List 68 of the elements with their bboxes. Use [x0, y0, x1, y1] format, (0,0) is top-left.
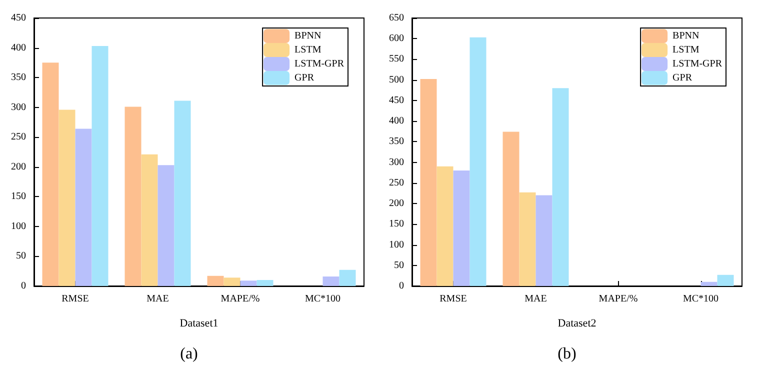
bar: [92, 46, 108, 286]
y-tick-label: 150: [389, 218, 404, 230]
y-tick-label: 0: [399, 280, 404, 292]
y-tick-label: 400: [11, 42, 26, 54]
y-tick-label: 400: [389, 116, 404, 127]
legend-label: BPNN: [672, 30, 700, 42]
bar: [322, 276, 340, 286]
bar: [141, 154, 158, 286]
x-axis-title: Dataset2: [558, 318, 596, 330]
bar: [42, 62, 59, 286]
bar: [224, 278, 240, 286]
x-tick-label: RMSE: [62, 294, 89, 304]
x-tick-label: MC*100: [304, 294, 341, 304]
legend-label: LSTM-GPR: [294, 58, 344, 70]
y-tick-label: 650: [389, 12, 404, 24]
bar: [207, 276, 224, 286]
bar: [552, 88, 569, 286]
x-tick-label: MAPE/%: [220, 294, 260, 304]
x-tick-label: MC*100: [682, 294, 719, 304]
x-tick-label: MAPE/%: [598, 294, 638, 304]
y-tick-label: 450: [11, 12, 26, 24]
bar: [700, 282, 718, 286]
bar: [124, 106, 142, 286]
bar: [174, 100, 191, 286]
legend-label: GPR: [294, 72, 314, 84]
bar: [420, 79, 437, 286]
text: (a): [180, 346, 198, 362]
x-tick-label: MAE: [524, 294, 547, 304]
y-tick-label: 300: [389, 156, 404, 168]
y-tick-label: 250: [11, 132, 26, 143]
legend-label: LSTM: [672, 44, 700, 56]
x-tick-label: MAE: [146, 294, 169, 304]
y-tick-label: 50: [394, 260, 404, 271]
y-tick-label: 50: [16, 250, 26, 262]
y-tick-label: 100: [389, 239, 404, 250]
y-tick-label: 600: [389, 33, 404, 44]
bar: [240, 280, 257, 286]
bar: [536, 195, 552, 286]
y-tick-label: 250: [389, 177, 404, 188]
bar: [453, 170, 470, 286]
x-axis-title: Dataset1: [180, 318, 218, 330]
bar: [158, 165, 174, 286]
legend-label: BPNN: [294, 30, 322, 42]
text: (b): [558, 346, 576, 362]
bar: [519, 192, 536, 286]
y-tick-label: 0: [21, 280, 26, 292]
legend-label: GPR: [672, 72, 692, 84]
y-tick-label: 350: [11, 72, 26, 84]
bar: [339, 270, 356, 286]
y-tick-label: 500: [389, 74, 404, 86]
bar: [58, 110, 76, 286]
y-tick-label: 200: [389, 198, 404, 210]
y-tick-label: 100: [11, 220, 26, 232]
y-tick-label: 550: [389, 54, 404, 65]
y-tick-label: 350: [389, 136, 404, 148]
bar: [470, 37, 486, 286]
bar: [717, 274, 734, 286]
y-tick-label: 200: [11, 161, 26, 172]
bar: [75, 128, 92, 286]
bar: [502, 132, 520, 286]
legend-label: LSTM-GPR: [672, 58, 722, 70]
y-tick-label: 150: [11, 191, 26, 202]
bar: [256, 280, 274, 286]
x-tick-label: RMSE: [440, 294, 467, 304]
y-tick-label: 450: [389, 94, 404, 106]
legend-label: LSTM: [294, 44, 322, 56]
y-tick-label: 300: [11, 102, 26, 113]
bar: [436, 166, 454, 286]
